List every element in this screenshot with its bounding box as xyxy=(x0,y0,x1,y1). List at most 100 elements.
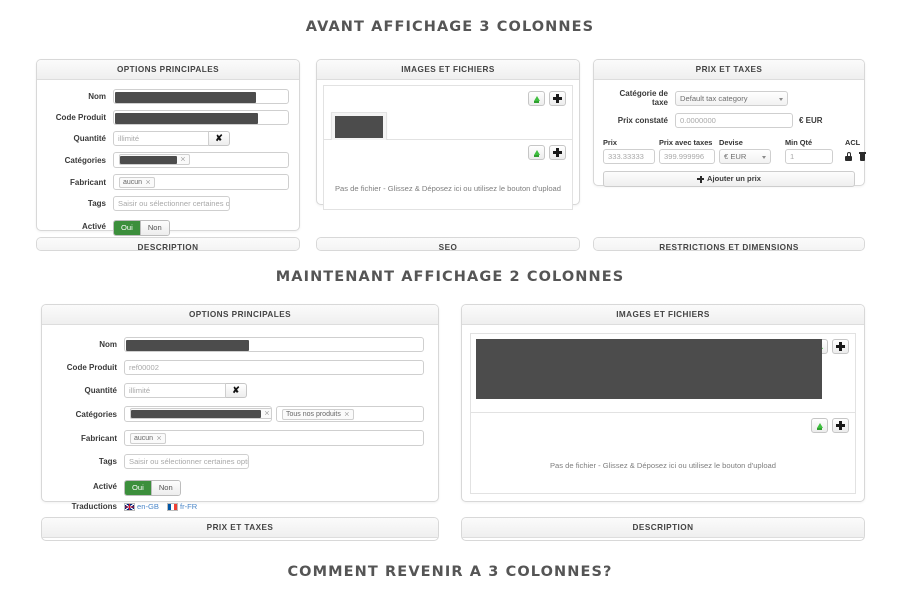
active-toggle-no[interactable]: Non xyxy=(139,221,169,235)
tags-input[interactable]: Saisir ou sélectionner certaines optio xyxy=(124,454,249,469)
upload-icon-button[interactable] xyxy=(528,91,545,106)
chevron-down-icon xyxy=(779,97,783,101)
thumbnail-image xyxy=(476,339,822,399)
tax-category-select[interactable]: Default tax category xyxy=(675,90,788,106)
fabricant-token-label: aucun xyxy=(123,179,143,186)
clear-quantite-button[interactable]: ✘ xyxy=(209,131,230,146)
clear-quantite-button[interactable]: ✘ xyxy=(226,383,247,398)
trash-icon[interactable] xyxy=(859,152,866,161)
fabricant-input[interactable]: aucun ⨯ xyxy=(124,430,424,446)
remove-token-icon[interactable]: ⨯ xyxy=(180,156,186,163)
plus-icon xyxy=(836,342,845,351)
currency-suffix: € EUR xyxy=(799,116,823,125)
nom-input[interactable] xyxy=(113,89,289,104)
tags-input[interactable]: Saisir ou sélectionner certaines optio xyxy=(113,196,230,211)
nom-input[interactable] xyxy=(124,337,424,352)
panel-description-s1[interactable]: DESCRIPTION xyxy=(36,237,300,251)
panel-images-et-fichiers-s2: IMAGES ET FICHIERS Pas de fichier - Glis… xyxy=(461,304,865,502)
field-label-categories: Catégories xyxy=(75,409,117,419)
field-row-code-produit: Code Produit ref00002 xyxy=(52,360,424,375)
panel-seo-s1[interactable]: SEO xyxy=(316,237,580,251)
panel-restrictions-s1[interactable]: RESTRICTIONS ET DIMENSIONS xyxy=(593,237,865,251)
translation-item-fr-fr[interactable]: fr-FR xyxy=(166,502,198,511)
fabricant-token[interactable]: aucun ⨯ xyxy=(130,433,166,444)
image-dropzone-filled[interactable] xyxy=(470,333,856,413)
translation-link-fr-fr[interactable]: fr-FR xyxy=(179,502,198,511)
plus-icon xyxy=(836,421,845,430)
fabricant-token[interactable]: aucun ⨯ xyxy=(119,177,155,188)
active-toggle[interactable]: Oui Non xyxy=(113,220,170,236)
field-row-fabricant: Fabricant aucun ⨯ xyxy=(45,174,289,190)
translation-link-en-gb[interactable]: en-GB xyxy=(137,502,159,511)
add-file-button[interactable] xyxy=(832,418,849,433)
price-table-row: 333.33333 399.999996 € EUR 1 xyxy=(603,149,866,164)
redaction-bar xyxy=(115,92,256,103)
add-price-button[interactable]: Ajouter un prix xyxy=(603,171,855,187)
col-header-min-qte: Min Qté xyxy=(785,138,813,147)
observed-price-input[interactable]: 0.0000000 xyxy=(675,113,793,128)
col-header-prix-avec-taxes: Prix avec taxes xyxy=(659,138,713,147)
active-toggle[interactable]: Oui Non xyxy=(124,480,181,496)
add-price-button-label: Ajouter un prix xyxy=(706,174,761,183)
file-dropzone-empty[interactable]: Pas de fichier - Glissez & Déposez ici o… xyxy=(323,140,573,210)
price-table-header: Prix Prix avec taxes Devise Min Qté ACL xyxy=(603,138,860,147)
redaction-bar xyxy=(120,155,177,164)
file-dropzone-empty[interactable]: Pas de fichier - Glissez & Déposez ici o… xyxy=(470,413,856,494)
dropzone-message: Pas de fichier - Glissez & Déposez ici o… xyxy=(334,184,561,193)
remove-token-icon[interactable]: ⨯ xyxy=(264,410,270,417)
categories-input-secondary[interactable]: Tous nos produits ⨯ xyxy=(276,406,424,422)
panel-prix-et-taxes-s1: PRIX ET TAXES Catégorie de taxe Default … xyxy=(593,59,866,187)
category-token[interactable]: ⨯ xyxy=(119,154,190,165)
translation-item-en-gb[interactable]: en-GB xyxy=(124,502,159,511)
redaction-bar xyxy=(131,409,261,418)
panel-description-s2[interactable]: DESCRIPTION xyxy=(461,517,865,541)
field-row-active: Activé Oui Non xyxy=(52,477,424,496)
prix-input[interactable]: 333.33333 xyxy=(603,149,655,164)
field-row-code-produit: Code Produit xyxy=(45,110,289,125)
add-file-button[interactable] xyxy=(549,91,566,106)
categories-input[interactable]: ⨯ xyxy=(113,152,289,168)
fabricant-input[interactable]: aucun ⨯ xyxy=(113,174,289,190)
remove-token-icon[interactable]: ⨯ xyxy=(343,411,350,418)
prix-avec-taxes-input[interactable]: 399.999996 xyxy=(659,149,715,164)
devise-select[interactable]: € EUR xyxy=(719,149,771,164)
remove-token-icon[interactable]: ⨯ xyxy=(145,179,151,186)
heading-maintenant-2-colonnes: MAINTENANT AFFICHAGE 2 COLONNES xyxy=(275,269,625,285)
translations-list: en-GB fr-FR xyxy=(124,502,424,511)
upload-icon-button[interactable] xyxy=(811,418,828,433)
quantite-input[interactable]: illimité xyxy=(124,383,226,398)
category-token[interactable]: Tous nos produits ⨯ xyxy=(282,409,354,420)
field-label-tax-category: Catégorie de taxe xyxy=(619,89,668,107)
min-qte-input[interactable]: 1 xyxy=(785,149,833,164)
add-file-button[interactable] xyxy=(832,339,849,354)
quantite-input[interactable]: illimité xyxy=(113,131,209,146)
upload-button-group xyxy=(528,145,566,160)
upload-icon xyxy=(533,150,540,157)
upload-button-group xyxy=(811,418,849,433)
image-thumbnail[interactable] xyxy=(476,339,822,399)
remove-token-icon[interactable]: ⨯ xyxy=(156,435,162,442)
devise-value: € EUR xyxy=(724,152,747,161)
chevron-down-icon xyxy=(762,156,766,159)
dropzone-message: Pas de fichier - Glissez & Déposez ici o… xyxy=(549,461,776,470)
active-toggle-yes[interactable]: Oui xyxy=(114,221,140,235)
heading-avant-3-colonnes: AVANT AFFICHAGE 3 COLONNES xyxy=(305,19,595,35)
code-produit-input[interactable] xyxy=(113,110,289,125)
code-produit-input[interactable]: ref00002 xyxy=(124,360,424,375)
lock-icon[interactable] xyxy=(845,152,852,161)
field-label-active: Activé xyxy=(81,222,106,231)
field-label-nom: Nom xyxy=(88,92,106,101)
field-label-code-produit: Code Produit xyxy=(55,113,106,122)
image-dropzone-filled[interactable] xyxy=(323,85,573,142)
active-toggle-yes[interactable]: Oui xyxy=(125,481,151,495)
thumbnail-image xyxy=(335,116,383,138)
add-file-button[interactable] xyxy=(549,145,566,160)
field-label-code-produit: Code Produit xyxy=(66,363,117,372)
image-thumbnail[interactable] xyxy=(331,112,387,142)
upload-icon-button[interactable] xyxy=(528,145,545,160)
categories-input-primary[interactable]: ⨯ xyxy=(124,406,272,422)
panel-title: PRIX ET TAXES xyxy=(42,518,438,538)
category-token[interactable]: ⨯ xyxy=(130,408,271,419)
panel-prix-et-taxes-s2[interactable]: PRIX ET TAXES xyxy=(41,517,439,541)
active-toggle-no[interactable]: Non xyxy=(150,481,180,495)
